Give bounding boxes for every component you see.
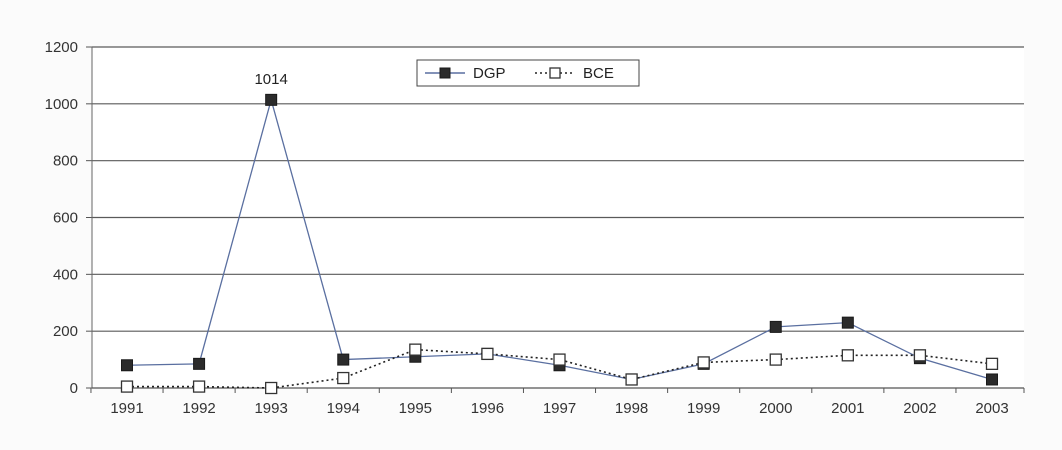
data-point-bce-2003 [985,357,999,370]
data-point-bce-2002 [913,349,927,362]
x-tick-label-1998: 1998 [615,400,648,417]
data-point-bce-1998 [625,373,638,386]
legend-label-dgp: DGP [473,65,506,82]
x-tick-label-1996: 1996 [471,400,504,417]
annotations: 1014 [254,71,287,88]
axes: 0 200 400 600 800 1000 1200 1991 1992 1993 1994 199… [45,39,1025,417]
legend-marker-dgp [439,67,451,79]
y-tick-label-200: 200 [53,323,78,340]
x-tick-label-1999: 1999 [687,400,720,417]
data-point-bce-1995 [409,343,422,356]
y-tick-label-800: 800 [53,153,78,170]
data-point-dgp-2003 [986,373,998,386]
data-point-dgp-1992 [193,357,206,370]
data-point-bce-2001 [841,349,854,362]
data-point-dgp-2001 [841,316,854,329]
legend: DGP BCE [416,59,640,87]
y-tick-label-1000: 1000 [45,96,78,113]
x-tick-label-2001: 2001 [831,400,864,417]
data-point-bce-1997 [553,353,566,366]
x-tick-label-2002: 2002 [903,400,936,417]
data-point-dgp-1991 [121,359,133,372]
legend-label-bce: BCE [583,65,614,82]
y-tick-label-0: 0 [70,380,78,397]
x-tick-label-1992: 1992 [182,400,215,417]
x-tick-label-1991: 1991 [110,400,143,417]
x-tick-label-1994: 1994 [327,400,360,417]
data-point-dgp-1993 [265,93,278,106]
x-tick-label-1997: 1997 [543,400,576,417]
legend-marker-bce [549,67,561,79]
data-point-bce-1993 [265,381,278,395]
y-tick-label-1200: 1200 [45,39,78,56]
x-tick-label-1995: 1995 [399,400,432,417]
data-point-dgp-2000 [769,320,782,333]
x-tick-label-1993: 1993 [254,400,287,417]
data-label-dgp-1993: 1014 [254,71,287,88]
y-tick-label-600: 600 [53,210,78,227]
x-tick-label-2000: 2000 [759,400,792,417]
data-point-bce-1999 [697,356,710,369]
data-point-dgp-1994 [337,353,350,366]
gridlines [92,46,1024,332]
data-point-bce-1992 [192,380,206,393]
y-tick-label-400: 400 [53,266,78,283]
series-markers [120,93,999,395]
data-point-bce-1994 [337,371,350,385]
data-point-bce-2000 [769,353,782,366]
x-tick-label-2003: 2003 [975,400,1008,417]
data-point-bce-1996 [481,347,494,361]
data-point-bce-1991 [120,380,134,393]
